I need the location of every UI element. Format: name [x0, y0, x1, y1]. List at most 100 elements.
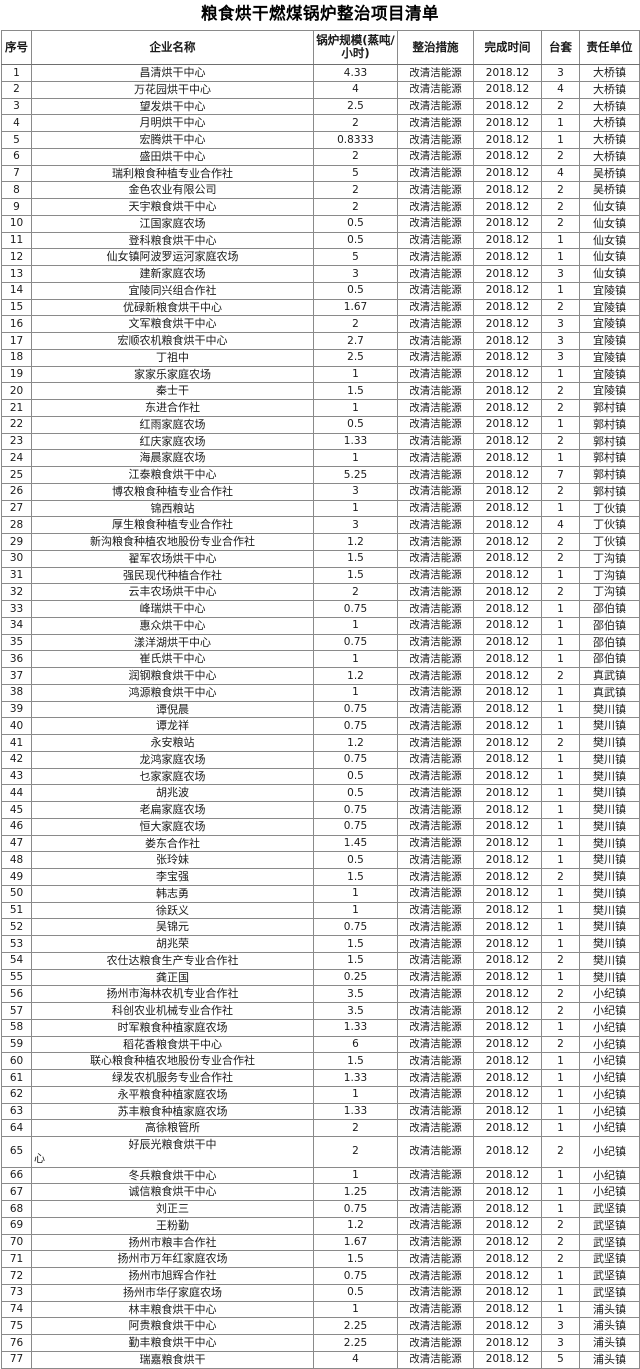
- cell-completion-date: 2018.12: [473, 1334, 542, 1352]
- cell-enterprise-name: 厚生粮食种植专业合作社: [31, 516, 314, 535]
- cell-responsible-org: 仙女镇: [579, 265, 640, 283]
- cell-unit-count: 2: [541, 298, 580, 317]
- cell-completion-date: 2018.12: [473, 298, 542, 317]
- table-row: 71 扬州市万年红家庭农场 1.5 改清洁能源 2018.12 2 武坚镇: [1, 1250, 640, 1269]
- cell-boiler-capacity: 0.25: [313, 968, 398, 987]
- cell-remediation-measure: 改清洁能源: [397, 365, 474, 384]
- cell-completion-date: 2018.12: [473, 1233, 542, 1252]
- cell-responsible-org: 真武镇: [579, 683, 640, 702]
- cell-enterprise-name: 优碌新粮食烘干中心: [31, 298, 314, 317]
- cell-remediation-measure: 改清洁能源: [397, 650, 474, 669]
- cell-remediation-measure: 改清洁能源: [397, 348, 474, 367]
- cell-enterprise-name: 阿贵粮食烘干中心: [31, 1317, 314, 1336]
- cell-index: 77: [1, 1350, 32, 1369]
- table-row: 72 扬州市旭辉合作社 0.75 改清洁能源 2018.12 1 武坚镇: [1, 1267, 640, 1285]
- cell-unit-count: 1: [541, 650, 580, 669]
- table-row: 39 谭倪晨 0.75 改清洁能源 2018.12 1 樊川镇: [1, 700, 640, 719]
- cell-enterprise-name: 勤丰粮食烘干中心: [31, 1334, 314, 1352]
- cell-completion-date: 2018.12: [473, 415, 542, 434]
- cell-responsible-org: 樊川镇: [579, 717, 640, 736]
- cell-boiler-capacity: 0.75: [313, 600, 398, 618]
- cell-completion-date: 2018.12: [473, 332, 542, 350]
- cell-boiler-capacity: 1: [313, 499, 398, 518]
- table-row: 52 吴锦元 0.75 改清洁能源 2018.12 1 樊川镇: [1, 918, 640, 937]
- cell-remediation-measure: 改清洁能源: [397, 399, 474, 417]
- cell-enterprise-name: 惠众烘干中心: [31, 616, 314, 635]
- cell-remediation-measure: 改清洁能源: [397, 64, 474, 82]
- cell-enterprise-name: 胡兆荣: [31, 935, 314, 953]
- table-row: 35 漾洋湖烘干中心 0.75 改清洁能源 2018.12 1 邵伯镇: [1, 633, 640, 652]
- cell-responsible-org: 樊川镇: [579, 884, 640, 903]
- cell-unit-count: 2: [541, 382, 580, 401]
- cell-index: 60: [1, 1052, 32, 1071]
- cell-remediation-measure: 改清洁能源: [397, 533, 474, 551]
- cell-boiler-capacity: 1.5: [313, 566, 398, 585]
- cell-enterprise-name: 瑞利粮食种植专业合作社: [31, 164, 314, 183]
- cell-remediation-measure: 改清洁能源: [397, 868, 474, 886]
- cell-remediation-measure: 改清洁能源: [397, 181, 474, 200]
- cell-index: 33: [1, 600, 32, 618]
- cell-boiler-capacity: 1.2: [313, 1216, 398, 1235]
- cell-responsible-org: 樊川镇: [579, 834, 640, 853]
- cell-completion-date: 2018.12: [473, 214, 542, 233]
- table-row: 58 时军粮食种植家庭农场 1.33 改清洁能源 2018.12 1 小纪镇: [1, 1018, 640, 1037]
- cell-remediation-measure: 改清洁能源: [397, 432, 474, 451]
- cell-responsible-org: 小纪镇: [579, 1035, 640, 1054]
- cell-index: 38: [1, 683, 32, 702]
- cell-index: 55: [1, 968, 32, 987]
- cell-unit-count: 2: [541, 482, 580, 501]
- cell-enterprise-name: 云丰农场烘干中心: [31, 583, 314, 602]
- table-row: 43 乜家家庭农场 0.5 改清洁能源 2018.12 1 樊川镇: [1, 767, 640, 786]
- cell-completion-date: 2018.12: [473, 399, 542, 417]
- column-header-date: 完成时间: [473, 29, 542, 66]
- cell-enterprise-name: 峰瑞烘干中心: [31, 600, 314, 618]
- cell-remediation-measure: 改清洁能源: [397, 884, 474, 903]
- cell-responsible-org: 樊川镇: [579, 700, 640, 719]
- cell-completion-date: 2018.12: [473, 968, 542, 987]
- cell-index: 22: [1, 415, 32, 434]
- cell-completion-date: 2018.12: [473, 164, 542, 183]
- cell-responsible-org: 宜陵镇: [579, 281, 640, 300]
- table-row: 55 龚正国 0.25 改清洁能源 2018.12 1 樊川镇: [1, 968, 640, 987]
- cell-unit-count: 1: [541, 834, 580, 853]
- cell-enterprise-name: 稻花香粮食烘干中心: [31, 1035, 314, 1054]
- cell-boiler-capacity: 1.33: [313, 432, 398, 451]
- cell-boiler-capacity: 0.75: [313, 1200, 398, 1218]
- table-row: 48 张玲妹 0.5 改清洁能源 2018.12 1 樊川镇: [1, 851, 640, 870]
- cell-boiler-capacity: 5: [313, 248, 398, 267]
- cell-responsible-org: 武坚镇: [579, 1267, 640, 1285]
- table-row: 44 胡兆波 0.5 改清洁能源 2018.12 1 樊川镇: [1, 784, 640, 803]
- cell-enterprise-name: 万花园烘干中心: [31, 80, 314, 99]
- cell-unit-count: 1: [541, 616, 580, 635]
- cell-enterprise-name: 崔氏烘干中心: [31, 650, 314, 669]
- cell-index: 42: [1, 750, 32, 769]
- cell-responsible-org: 郭村镇: [579, 415, 640, 434]
- cell-unit-count: 1: [541, 1085, 580, 1104]
- cell-enterprise-name: 盛田烘干中心: [31, 147, 314, 166]
- cell-unit-count: 1: [541, 1069, 580, 1087]
- cell-unit-count: 4: [541, 80, 580, 99]
- cell-remediation-measure: 改清洁能源: [397, 97, 474, 116]
- cell-remediation-measure: 改清洁能源: [397, 214, 474, 233]
- cell-unit-count: 2: [541, 868, 580, 886]
- cell-responsible-org: 武坚镇: [579, 1233, 640, 1252]
- cell-unit-count: 1: [541, 683, 580, 702]
- cell-enterprise-name: 娄东合作社: [31, 834, 314, 853]
- cell-boiler-capacity: 0.75: [313, 801, 398, 819]
- cell-responsible-org: 小纪镇: [579, 985, 640, 1004]
- cell-responsible-org: 邵伯镇: [579, 650, 640, 669]
- table-row: 16 文军粮食烘干中心 2 改清洁能源 2018.12 3 宜陵镇: [1, 315, 640, 334]
- cell-responsible-org: 武坚镇: [579, 1200, 640, 1218]
- cell-index: 45: [1, 801, 32, 819]
- cell-index: 3: [1, 97, 32, 116]
- cell-unit-count: 1: [541, 1166, 580, 1185]
- cell-unit-count: 1: [541, 449, 580, 468]
- cell-unit-count: 1: [541, 415, 580, 434]
- page-title: 粮食烘干燃煤锅炉整治项目清单: [201, 4, 439, 23]
- cell-unit-count: 1: [541, 1052, 580, 1071]
- cell-remediation-measure: 改清洁能源: [397, 332, 474, 350]
- cell-index: 63: [1, 1102, 32, 1121]
- cell-completion-date: 2018.12: [473, 734, 542, 752]
